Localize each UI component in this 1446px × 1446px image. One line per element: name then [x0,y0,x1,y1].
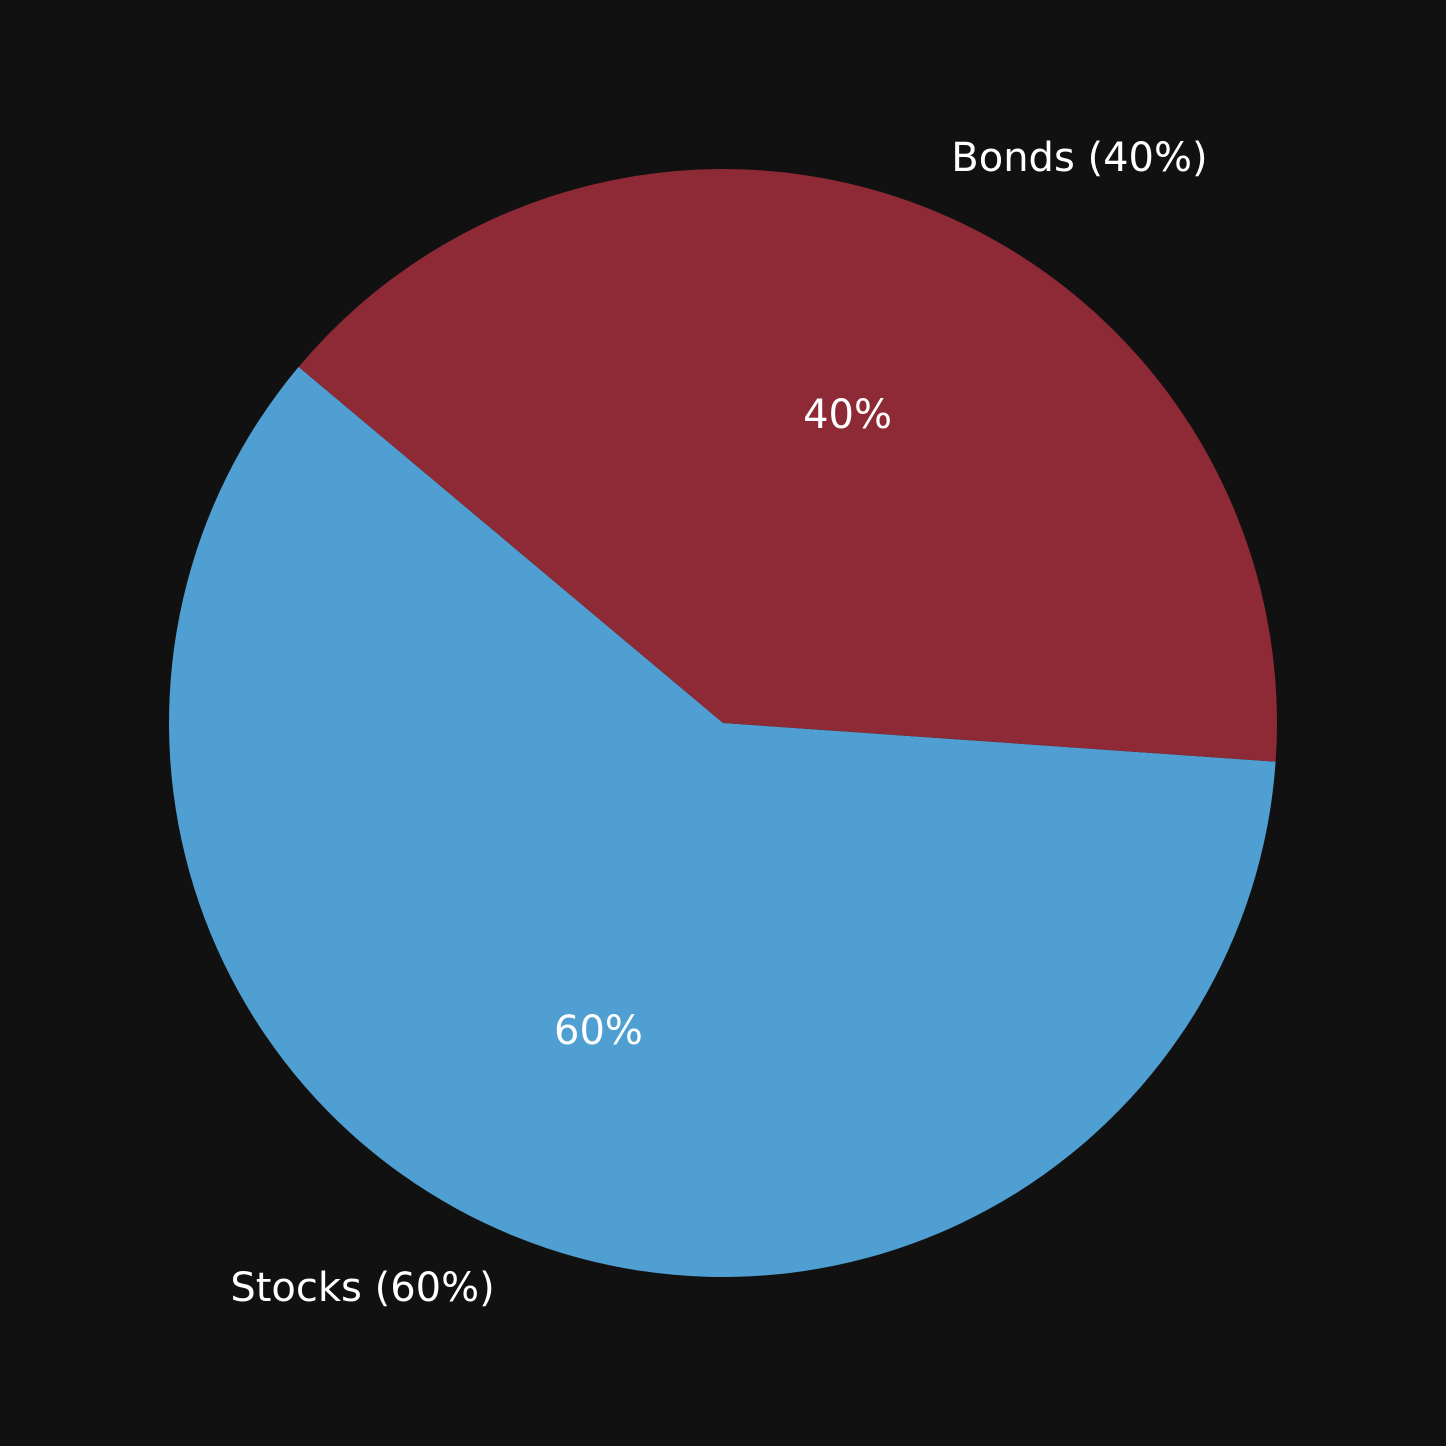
pie-label-stocks: Stocks (60%) [230,1265,494,1311]
pie-slice-stocks [169,366,1276,1278]
pie-labels: 60% Stocks (60%) 40% Bonds (40%) [230,135,1207,1311]
pie-slice-bonds [298,169,1277,762]
pie-pct-label-stocks: 60% [554,1008,643,1054]
pie-pct-label-bonds: 40% [803,392,892,438]
pie-label-bonds: Bonds (40%) [951,135,1207,181]
pie-slices [169,169,1277,1278]
